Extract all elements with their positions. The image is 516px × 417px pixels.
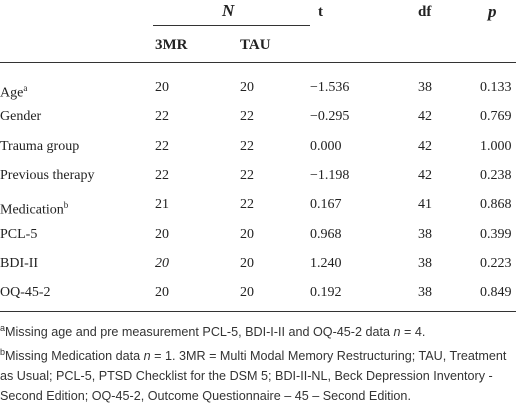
header-rule (153, 25, 310, 26)
table-cell: 0.769 (480, 109, 512, 125)
footnote-text: Missing age and pre measurement PCL-5, B… (5, 325, 394, 340)
footnote-marker: b (63, 200, 69, 211)
table-cell: 20 (240, 255, 254, 271)
table-cell: −1.198 (310, 167, 350, 183)
table-cell: −0.295 (310, 109, 350, 125)
table-cell: 0.849 (480, 285, 512, 301)
table-cell: 1.240 (310, 255, 342, 271)
row-label: OQ-45-2 (0, 284, 51, 302)
footnote-marker: b (0, 347, 6, 358)
table-cell: 1.000 (480, 138, 512, 154)
row-label: PCL-5 (0, 226, 37, 244)
row-label: Previous therapy (0, 167, 94, 185)
header-bottom-rule (0, 62, 516, 63)
row-label-text: PCL-5 (0, 226, 38, 242)
footnote-text: n (393, 325, 401, 340)
footnote: aMissing age and pre measurement PCL-5, … (0, 318, 516, 342)
table-cell: 20 (240, 285, 254, 301)
table-cell: 22 (155, 167, 169, 183)
table-cell: 41 (418, 197, 432, 213)
table-cell: 42 (418, 138, 432, 154)
table-cell: 38 (418, 80, 432, 95)
table-cell: 0.192 (310, 285, 342, 301)
row-label-text: OQ-45-2 (0, 285, 51, 301)
table-cell: 0.868 (480, 197, 512, 213)
table-cell: 20 (155, 255, 169, 271)
table-cell: 0.133 (480, 80, 512, 95)
table-cell: 0.399 (480, 226, 512, 242)
footnote-text: Missing Medication data (5, 349, 144, 364)
header-df: df (418, 4, 432, 20)
table-cell: 22 (240, 197, 254, 213)
table-cell: 0.167 (310, 197, 342, 213)
row-label: Agea (0, 79, 27, 103)
table-cell: 20 (240, 226, 254, 242)
footnote-text: n (143, 349, 151, 364)
table-cell: 0.223 (480, 255, 512, 271)
table-cell: 38 (418, 285, 432, 301)
row-label-text: Previous therapy (0, 167, 95, 183)
header-n: N (222, 1, 235, 20)
table-cell: 22 (240, 109, 254, 125)
table-cell: 0.238 (480, 167, 512, 183)
table-cell: 38 (418, 255, 432, 271)
footnote-text: = 4. (400, 325, 426, 340)
table-cell: 0.000 (310, 138, 342, 154)
table-cell: 21 (155, 197, 169, 213)
row-label-text: BDI-II (0, 255, 39, 271)
footnote-text: = 1. 3MR = Multi Modal Memory Restructur… (0, 349, 507, 404)
table-cell: 22 (155, 138, 169, 154)
table-cell: 0.968 (310, 226, 342, 242)
footnote-marker: a (0, 323, 6, 333)
row-label-text: Medication (0, 202, 64, 218)
table-cell: 20 (155, 80, 169, 95)
footnotes: aMissing age and pre measurement PCL-5, … (0, 318, 516, 406)
header-p: p (488, 2, 497, 21)
header-3mr: 3MR (155, 37, 188, 53)
row-label-text: Trauma group (0, 138, 80, 154)
row-label: BDI-II (0, 255, 38, 273)
row-label-text: Age (0, 85, 24, 101)
header-tau: TAU (240, 37, 271, 53)
table-cell: 20 (155, 226, 169, 242)
table-cell: 22 (155, 109, 169, 125)
table-cell: 38 (418, 226, 432, 242)
table-cell: 42 (418, 109, 432, 125)
row-label: Medicationb (0, 196, 68, 220)
table-cell: 22 (240, 167, 254, 183)
footnote-marker: a (23, 83, 28, 93)
row-label: Gender (0, 108, 41, 126)
header-t: t (318, 4, 323, 20)
table-cell: 20 (155, 285, 169, 301)
table-cell: 42 (418, 167, 432, 183)
table-cell: 22 (240, 138, 254, 154)
table-cell: 20 (240, 80, 254, 95)
row-label-text: Gender (0, 109, 42, 125)
table-bottom-rule (0, 311, 516, 312)
row-label: Trauma group (0, 138, 79, 156)
table-cell: −1.536 (310, 80, 350, 95)
footnote: bMissing Medication data n = 1. 3MR = Mu… (0, 342, 516, 406)
